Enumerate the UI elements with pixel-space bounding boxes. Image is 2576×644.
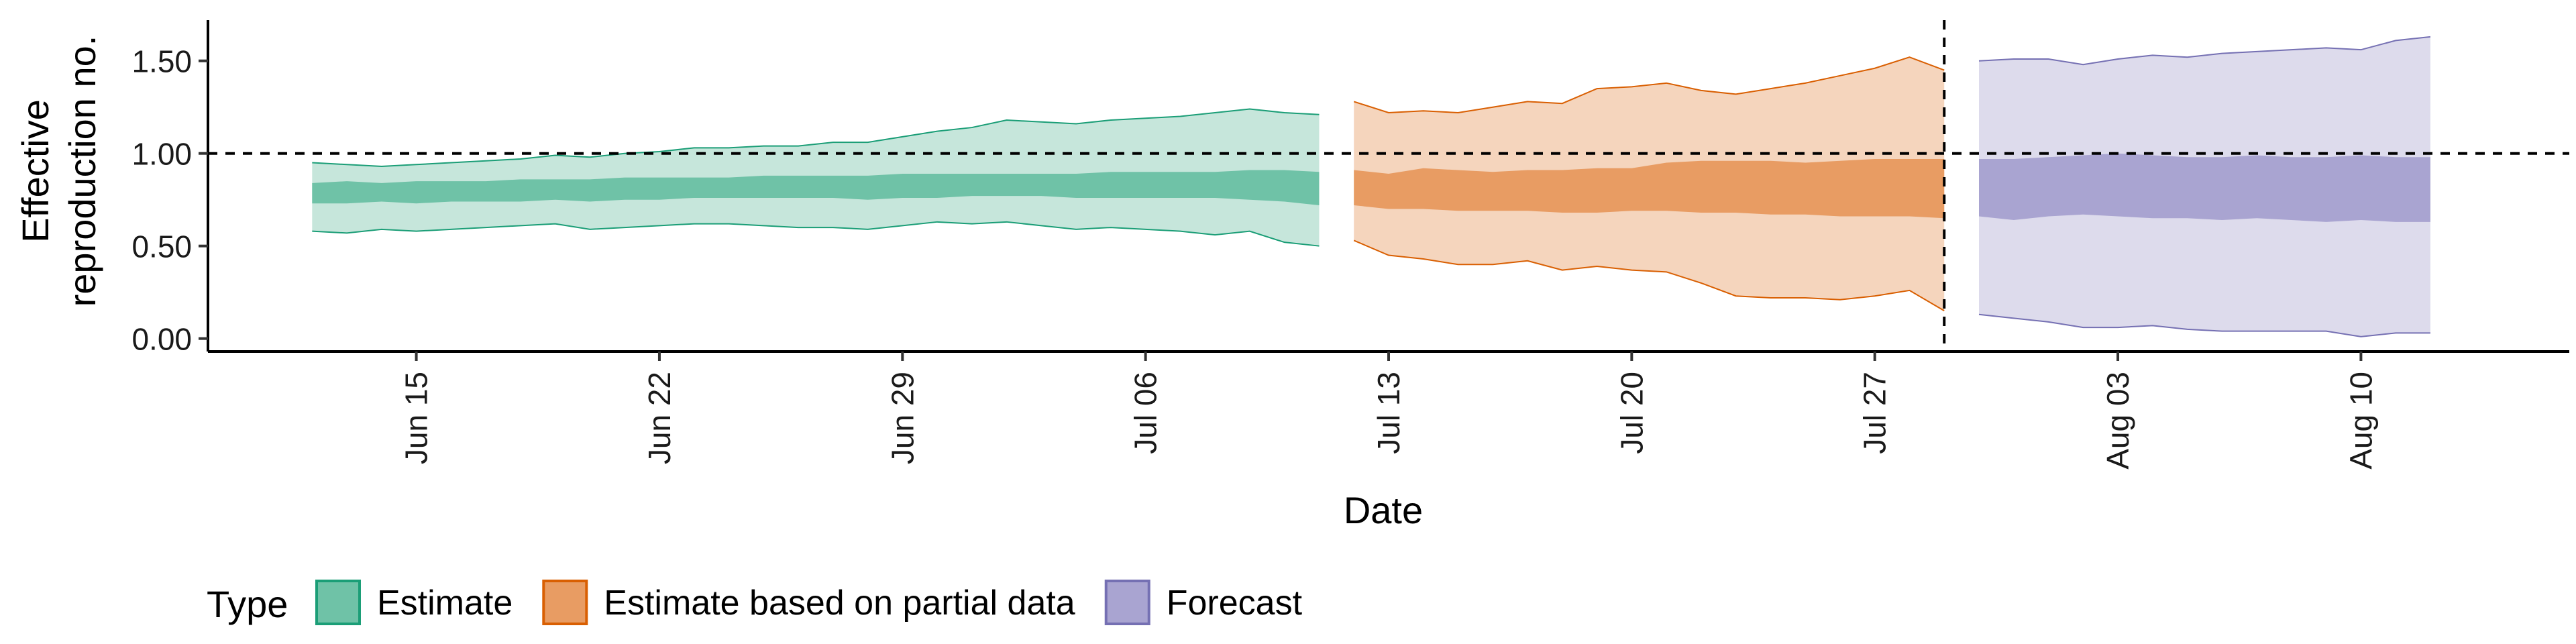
legend: Type Estimate Estimate based on partial d… <box>207 580 1303 625</box>
x-tick-label: Jul 13 <box>1371 372 1406 454</box>
x-tick-label: Jun 15 <box>399 372 434 464</box>
x-tick-label: Aug 10 <box>2343 372 2378 470</box>
legend-items: Estimate Estimate based on partial data Fo… <box>315 580 1303 625</box>
legend-item-estimate: Estimate <box>315 580 513 625</box>
x-tick-label: Jul 20 <box>1614 372 1649 454</box>
ribbon-layer <box>312 36 2431 337</box>
x-tick-label: Jul 27 <box>1858 372 1892 454</box>
legend-title: Type <box>207 583 288 625</box>
forecast-inner-band <box>1979 153 2430 222</box>
x-tick-label: Jul 06 <box>1128 372 1163 454</box>
legend-label-estimate-based-on-partial-data: Estimate based on partial data <box>604 584 1075 623</box>
legend-label-estimate: Estimate <box>377 584 513 623</box>
estimate-based-on-partial-data-outer-lower-line <box>1353 239 1945 312</box>
series-forecast <box>1978 36 2431 337</box>
estimate-outer-lower-line <box>312 221 1320 247</box>
reference-lines <box>208 20 2569 352</box>
x-tick-label: Jun 29 <box>885 372 920 464</box>
estimate-based-on-partial-data-outer-upper-line <box>1353 56 1945 113</box>
y-tick-label: 0.50 <box>131 229 192 264</box>
x-axis-ticks: Jun 15 Jun 22 Jun 29 Jul 06 Jul 13 Jul 20 Jul … <box>399 352 2378 470</box>
series-estimate-based-on-partial-data <box>1353 56 1945 312</box>
forecast-outer-upper-line <box>1978 36 2431 66</box>
legend-key-estimate <box>315 580 361 625</box>
y-axis-ticks: 0.00 0.50 1.00 1.50 <box>131 44 208 357</box>
y-tick-label: 1.00 <box>131 137 192 172</box>
legend-key-estimate-based-on-partial-data <box>542 580 588 625</box>
legend-item-estimate-based-on-partial-data: Estimate based on partial data <box>542 580 1075 625</box>
x-tick-label: Aug 03 <box>2100 372 2135 470</box>
estimate-based-on-partial-data-inner-band <box>1354 158 1945 219</box>
estimate-outer-upper-line <box>312 108 1320 168</box>
legend-item-forecast: Forecast <box>1104 580 1303 625</box>
forecast-outer-lower-line <box>1978 313 2430 337</box>
y-axis-title: Effective reproduction no. <box>14 36 103 307</box>
x-axis-title: Date <box>1344 489 1423 531</box>
series-estimate <box>312 108 1320 247</box>
axes-layer: 0.00 0.50 1.00 1.50 Jun 15 Jun 22 Jun 29 Jul 0… <box>131 20 2569 470</box>
y-axis-title-line-1: Effective <box>14 99 56 243</box>
legend-label-forecast: Forecast <box>1167 584 1303 623</box>
y-tick-label: 0.00 <box>131 322 192 357</box>
x-tick-label: Jun 22 <box>642 372 677 464</box>
y-axis-title-line-2: reproduction no. <box>61 36 103 307</box>
legend-key-forecast <box>1104 580 1150 625</box>
estimate-inner-band <box>312 170 1320 205</box>
y-tick-label: 1.50 <box>131 44 192 79</box>
